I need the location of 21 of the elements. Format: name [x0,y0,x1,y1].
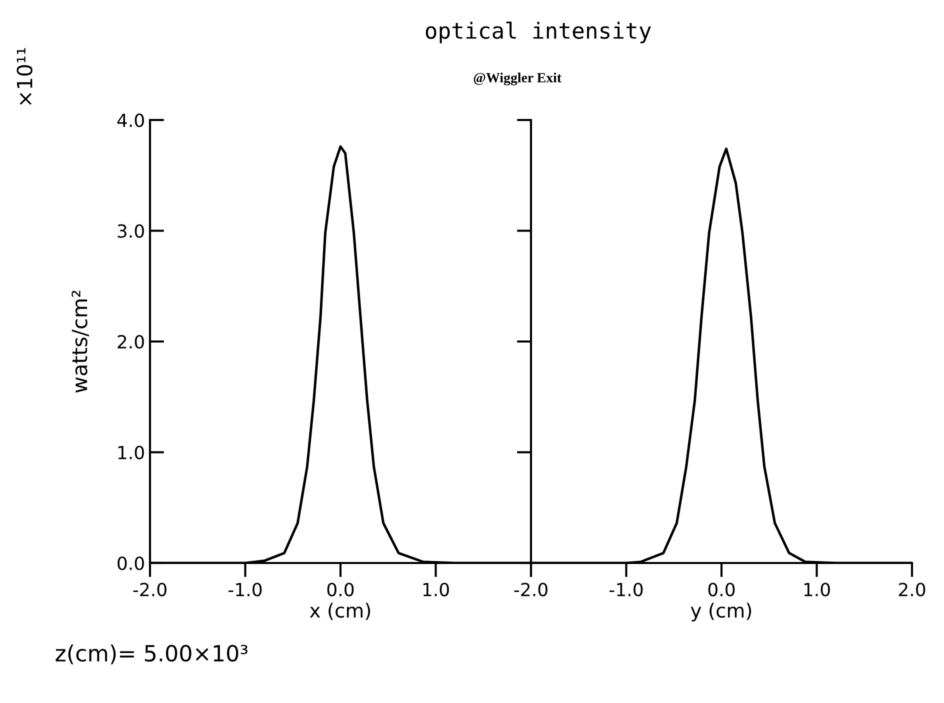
y-tick-label: 1.0 [118,446,144,460]
x-tick-label: -2.0 [514,582,548,596]
x-tick-label: -1.0 [610,582,643,596]
text: ×10¹¹ [16,48,32,105]
x-tick-label: -2.0 [133,582,166,596]
y-axis-title: watts/cm² [72,290,90,393]
y-tick-label: 3.0 [118,224,144,238]
x-tick-label: 0.0 [708,582,735,596]
x-tick-label: 1.0 [804,582,830,596]
x-tick-label: -1.0 [228,582,262,596]
x-tick-label: 2.0 [898,582,926,596]
y-tick-label: 0.0 [118,556,144,570]
text: z(cm)= 5.00×10³ [56,644,248,664]
x-tick-label: 0.0 [327,582,354,596]
x-axis-title: x (cm) [310,602,370,620]
y-tick-label: 4.0 [117,113,144,128]
chart-title: optical intensity [426,22,651,44]
y-tick-label: 2.0 [118,334,144,349]
x-axis-title: y (cm) [690,602,752,622]
chart-subtitle: @Wiggler Exit [474,72,562,86]
x-tick-label: 1.0 [423,582,449,596]
